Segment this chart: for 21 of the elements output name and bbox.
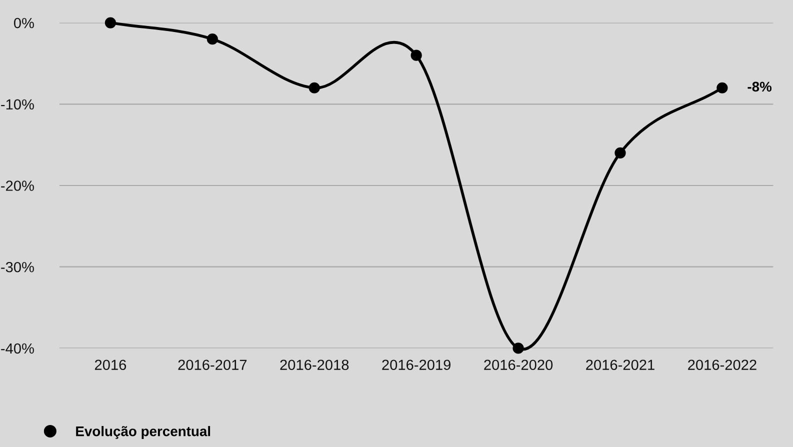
y-tick-label: 0% bbox=[14, 18, 34, 28]
point bbox=[716, 82, 728, 94]
x-tick-label: 2016-2017 bbox=[178, 360, 247, 370]
x-tick-label: 2016-2022 bbox=[688, 360, 756, 370]
point bbox=[512, 342, 524, 354]
y-tick-label: -40% bbox=[1, 343, 34, 354]
x-tick-label: 2016-2019 bbox=[382, 360, 451, 370]
x-tick-label: 2016-2018 bbox=[280, 360, 349, 370]
data-label: -8% bbox=[748, 82, 772, 92]
y-tick-label: -10% bbox=[1, 99, 34, 110]
legend-label: Evolução percentual bbox=[76, 426, 210, 439]
point bbox=[206, 34, 218, 45]
y-tick-label: -20% bbox=[1, 180, 34, 191]
x-tick-label: 2016-2020 bbox=[484, 360, 553, 370]
x-tick-label: 2016 bbox=[94, 360, 126, 370]
y-tick-label: -30% bbox=[1, 262, 34, 272]
point bbox=[308, 82, 320, 94]
point bbox=[104, 17, 116, 28]
point bbox=[614, 147, 626, 159]
point bbox=[410, 50, 422, 61]
x-tick-label: 2016-2021 bbox=[586, 360, 654, 370]
